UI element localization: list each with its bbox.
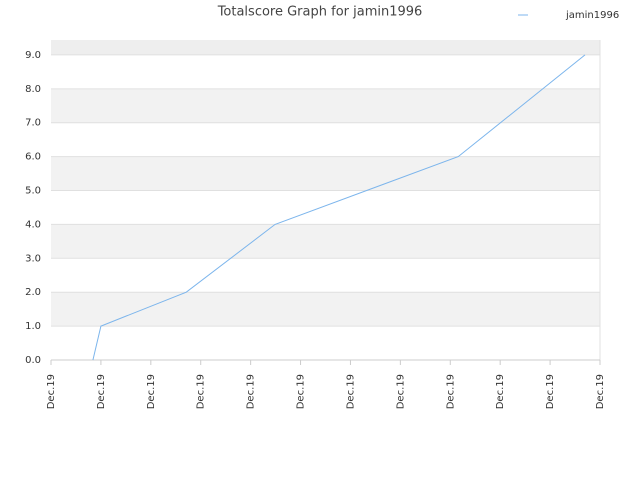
- x-tick-label: Dec.19: [246, 374, 257, 409]
- data-line: [92, 54, 586, 361]
- grid-band: [51, 224, 600, 259]
- x-tick-label: Dec.19: [146, 374, 157, 409]
- y-tick-label: 4.0: [25, 219, 41, 230]
- x-tick-label: Dec.19: [196, 374, 207, 409]
- x-tick-label: Dec.19: [345, 374, 356, 409]
- grid-band: [51, 88, 600, 123]
- y-tick-label: 6.0: [25, 152, 41, 163]
- y-tick-label: 8.0: [25, 84, 41, 95]
- grid-band: [51, 156, 600, 191]
- x-tick-label: Dec.19: [495, 374, 506, 409]
- y-tick-label: 2.0: [25, 287, 41, 298]
- y-tick-label: 0.0: [25, 355, 41, 366]
- y-tick-label: 3.0: [25, 253, 41, 264]
- legend-label: jamin1996: [565, 10, 619, 21]
- y-tick-label: 1.0: [25, 321, 41, 332]
- chart-title: Totalscore Graph for jamin1996: [217, 5, 423, 20]
- grid-band: [51, 40, 600, 55]
- y-tick-label: 9.0: [25, 50, 41, 61]
- x-tick-label: Dec.19: [96, 374, 107, 409]
- x-tick-label: Dec.19: [595, 374, 606, 409]
- grid-band: [51, 292, 600, 327]
- y-tick-label: 5.0: [25, 186, 41, 197]
- x-tick-label: Dec.19: [46, 374, 57, 409]
- y-tick-label: 7.0: [25, 118, 41, 129]
- x-tick-label: Dec.19: [395, 374, 406, 409]
- x-tick-label: Dec.19: [445, 374, 456, 409]
- x-tick-label: Dec.19: [296, 374, 307, 409]
- x-tick-label: Dec.19: [545, 374, 556, 409]
